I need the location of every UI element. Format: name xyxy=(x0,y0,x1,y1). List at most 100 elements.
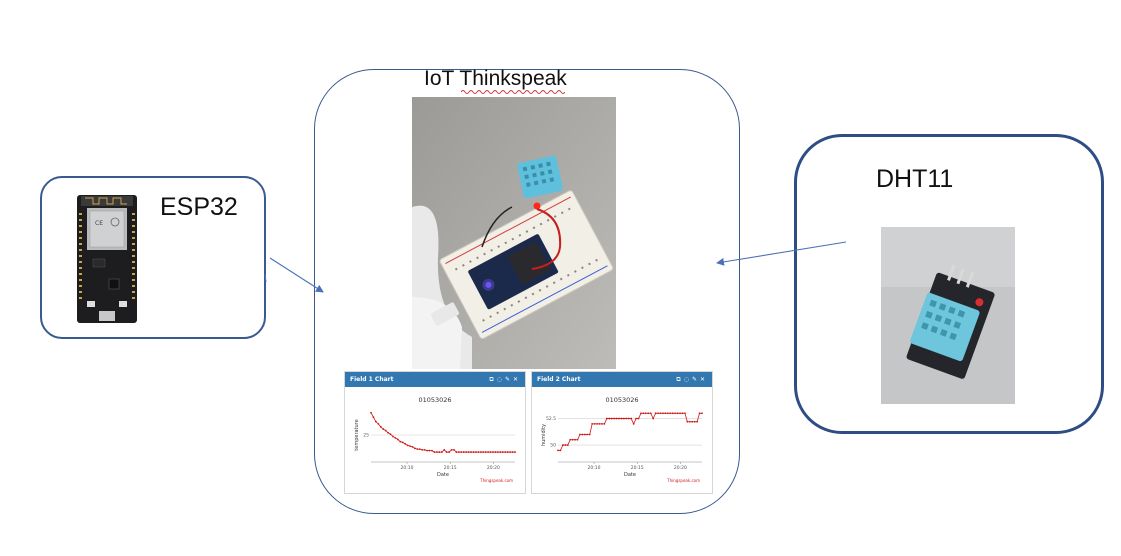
data-point xyxy=(499,451,502,453)
data-point xyxy=(681,412,684,415)
data-point xyxy=(591,422,594,425)
data-point xyxy=(671,412,674,415)
data-point xyxy=(448,451,451,453)
data-point xyxy=(642,412,645,415)
field1-thingspeak-link[interactable]: Thingspeak.com xyxy=(480,478,513,483)
data-point xyxy=(377,422,380,425)
dht11-sensor-photo xyxy=(881,227,1015,404)
data-point xyxy=(450,448,453,451)
data-point xyxy=(489,451,492,453)
data-point xyxy=(581,433,584,436)
data-point xyxy=(370,411,372,414)
data-point xyxy=(647,412,650,415)
comment-icon[interactable]: ◌ xyxy=(496,376,505,383)
data-point xyxy=(428,449,431,452)
data-point xyxy=(601,422,603,425)
y-axis-title: temperature xyxy=(354,419,360,450)
data-point xyxy=(484,451,487,453)
field1-chart-plot: 25 20:10 20:15 20:20 Date temperature xyxy=(354,411,516,478)
field2-chart-plot: 50 52.5 20:10 20:15 20:20 Date humidity xyxy=(541,412,703,478)
x-tick-label: 20:10 xyxy=(588,465,601,471)
data-point xyxy=(433,451,436,453)
data-point xyxy=(635,417,638,420)
data-point xyxy=(696,420,699,423)
external-link-icon[interactable]: ⧉ xyxy=(489,376,497,383)
close-icon[interactable]: ✕ xyxy=(512,376,521,383)
data-point xyxy=(669,412,672,415)
x-axis-title: Date xyxy=(624,472,636,478)
data-point xyxy=(679,412,681,415)
data-point xyxy=(457,451,460,453)
data-point xyxy=(501,451,504,453)
breadboard-setup-photo xyxy=(412,97,616,369)
field2-thingspeak-link[interactable]: Thingspeak.com xyxy=(667,478,700,483)
data-point xyxy=(509,451,512,453)
data-point xyxy=(674,412,677,415)
data-point xyxy=(387,431,389,434)
external-link-icon[interactable]: ⧉ xyxy=(676,376,684,383)
data-point xyxy=(445,451,448,453)
y-tick-label: 52.5 xyxy=(546,416,556,422)
data-point xyxy=(640,412,642,415)
data-point xyxy=(389,433,392,436)
data-point xyxy=(637,417,640,420)
data-point xyxy=(627,417,630,420)
data-point xyxy=(472,451,475,453)
data-point xyxy=(372,416,375,419)
data-point xyxy=(659,412,662,415)
data-point xyxy=(559,449,562,452)
data-point xyxy=(610,417,613,420)
data-point xyxy=(477,451,480,453)
data-point xyxy=(654,412,657,415)
data-point xyxy=(396,438,399,441)
data-point xyxy=(423,448,426,451)
data-point xyxy=(418,448,421,451)
data-point xyxy=(564,444,567,446)
data-point xyxy=(574,438,576,441)
x-tick-label: 20:15 xyxy=(444,465,457,471)
data-point xyxy=(384,429,387,432)
comment-icon[interactable]: ◌ xyxy=(683,376,692,383)
data-point xyxy=(443,448,446,451)
data-point xyxy=(576,438,579,441)
data-point xyxy=(482,451,485,453)
x-tick-label: 20:10 xyxy=(401,465,414,471)
data-point xyxy=(497,451,499,453)
svg-text:CE: CE xyxy=(95,220,103,227)
x-tick-label: 20:20 xyxy=(674,465,687,471)
data-point xyxy=(596,422,598,425)
data-point xyxy=(431,449,433,452)
close-icon[interactable]: ✕ xyxy=(699,376,708,383)
data-point xyxy=(583,433,586,436)
data-point xyxy=(382,428,385,430)
data-point xyxy=(467,451,470,453)
data-point xyxy=(586,433,589,436)
data-point xyxy=(440,451,443,453)
data-point xyxy=(470,451,472,453)
field2-chart-header: Field 2 Chart ⧉◌✎✕ xyxy=(532,372,712,387)
data-point xyxy=(479,451,482,453)
pencil-icon[interactable]: ✎ xyxy=(504,376,513,383)
data-point xyxy=(557,449,559,452)
data-point xyxy=(571,438,574,441)
data-point xyxy=(691,420,694,423)
pencil-icon[interactable]: ✎ xyxy=(691,376,700,383)
data-point xyxy=(698,412,701,415)
data-point xyxy=(632,422,635,425)
field1-chart-title: Field 1 Chart xyxy=(350,376,394,383)
data-point xyxy=(613,417,616,420)
data-point xyxy=(455,451,458,453)
data-point xyxy=(666,412,669,415)
data-point xyxy=(569,438,572,441)
data-point xyxy=(399,440,402,443)
data-point xyxy=(416,448,419,451)
data-point xyxy=(379,425,382,428)
data-point xyxy=(618,417,620,420)
data-point xyxy=(630,417,633,420)
data-point xyxy=(462,451,465,453)
data-point xyxy=(603,422,606,425)
spellcheck-underline xyxy=(461,90,565,94)
data-point xyxy=(414,447,416,450)
x-tick-label: 20:20 xyxy=(487,465,500,471)
data-point xyxy=(406,444,409,447)
